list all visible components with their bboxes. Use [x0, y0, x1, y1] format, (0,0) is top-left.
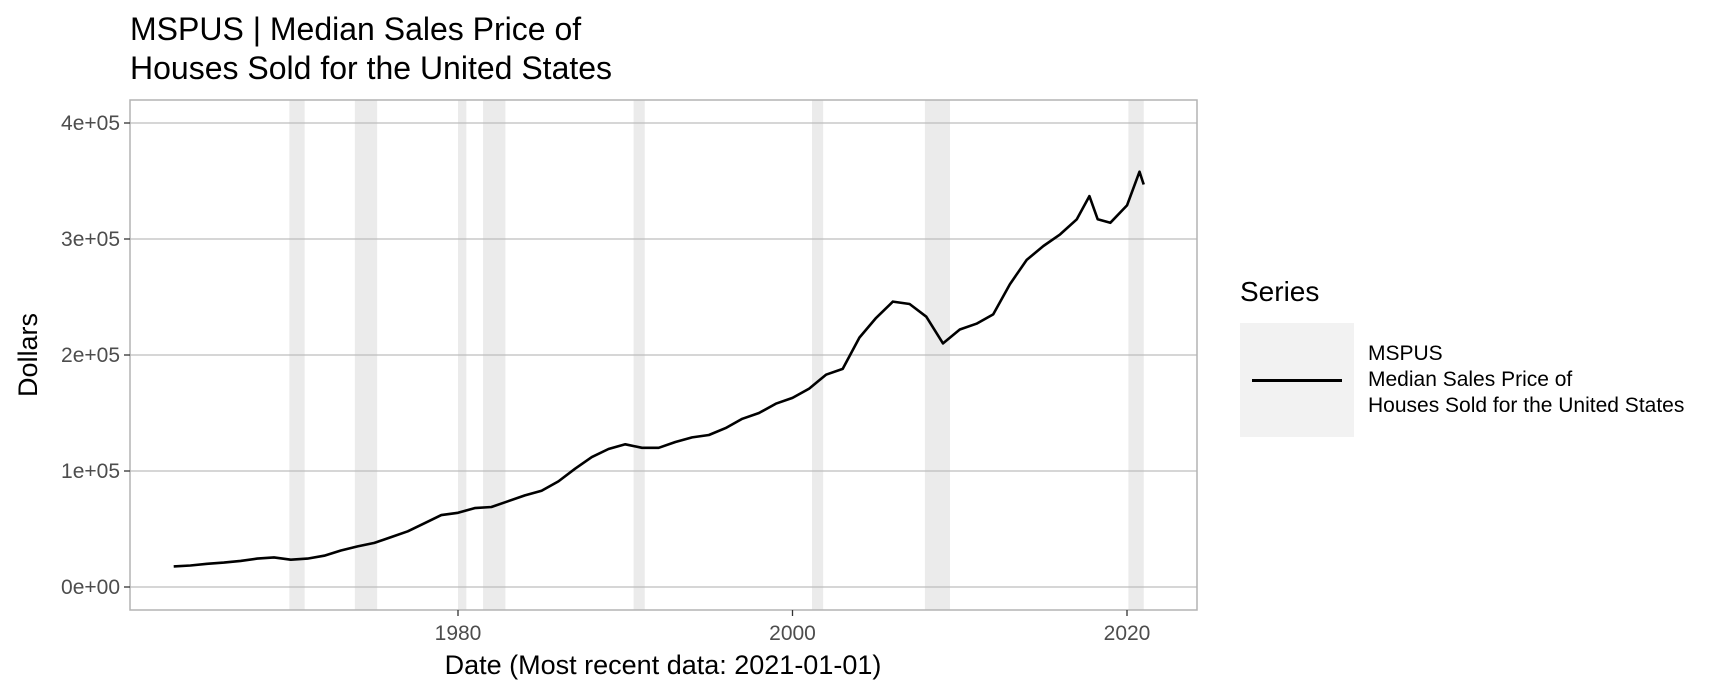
y-tick-label: 1e+05: [61, 460, 120, 483]
series-line-mspus: [173, 170, 1145, 568]
y-tick-label: 2e+05: [61, 344, 120, 367]
legend-key-line: [1252, 379, 1342, 382]
x-tick-label: 2020: [1104, 622, 1151, 645]
x-tick-label: 2000: [769, 622, 816, 645]
legend-title: Series: [1240, 276, 1320, 307]
legend-label-line-2: Median Sales Price of: [1368, 368, 1573, 391]
y-tick-label: 0e+00: [61, 576, 120, 599]
y-axis-title: Dollars: [13, 313, 43, 397]
x-axis-title: Date (Most recent data: 2021-01-01): [445, 650, 882, 680]
legend-item: MSPUS Median Sales Price of Houses Sold …: [1240, 323, 1684, 437]
legend-label-line-3: Houses Sold for the United States: [1368, 394, 1685, 417]
legend-label: MSPUS Median Sales Price of Houses Sold …: [1368, 341, 1684, 419]
legend-label-line-1: MSPUS: [1368, 342, 1443, 365]
series-layer: [173, 170, 1145, 568]
x-tick-label: 1980: [435, 622, 482, 645]
y-axis-ticks: 0e+00 1e+05 2e+05 3e+05 4e+05: [61, 112, 130, 599]
legend: Series MSPUS Median Sales Price of House…: [1240, 275, 1684, 437]
y-tick-label: 3e+05: [61, 228, 120, 251]
legend-key: [1240, 323, 1354, 437]
chart-title-line-1: MSPUS | Median Sales Price of: [130, 11, 582, 47]
grid-lines: [130, 122, 1197, 588]
chart-title: MSPUS | Median Sales Price of Houses Sol…: [130, 10, 612, 88]
chart-title-line-2: Houses Sold for the United States: [130, 50, 613, 86]
x-axis-ticks: 1980 2000 2020: [435, 610, 1151, 645]
y-tick-label: 4e+05: [61, 112, 120, 135]
